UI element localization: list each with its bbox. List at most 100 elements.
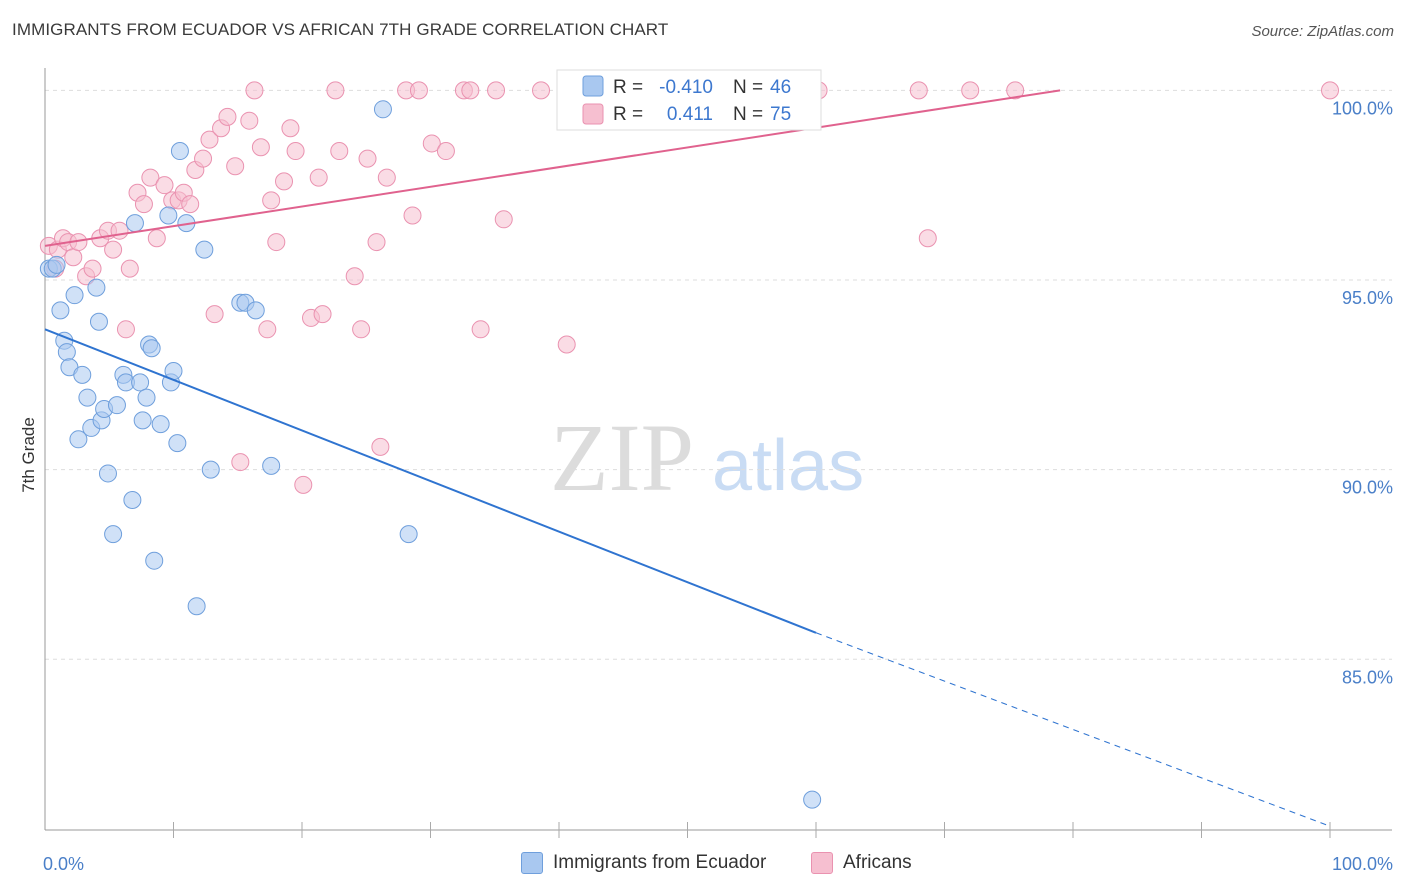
ecuador-point	[98, 464, 117, 483]
legend-r-label-blue: R =	[613, 77, 643, 98]
africans-point	[294, 475, 313, 494]
axes	[44, 68, 1392, 831]
legend-swatch-pink	[582, 103, 604, 125]
ecuador-point	[262, 456, 281, 475]
africans-point	[557, 335, 576, 354]
africans-point	[134, 195, 153, 214]
africans-point	[181, 195, 200, 214]
africans-point	[116, 320, 135, 339]
y-tick-label: 95.0%	[1342, 288, 1393, 308]
africans-point	[226, 157, 245, 176]
africans-point	[147, 229, 166, 248]
africans-point	[918, 229, 937, 248]
x-axis-ticks	[173, 822, 1331, 838]
ecuador-point	[170, 142, 189, 161]
legend-n-label-blue: N =	[733, 77, 763, 98]
correlation-legend: R = -0.410 N = 46 R = 0.411 N = 75	[556, 69, 822, 131]
legend-r-value-blue: -0.410	[659, 77, 713, 98]
y-tick-label: 85.0%	[1342, 667, 1393, 687]
africans-point	[436, 142, 455, 161]
africans-point	[345, 267, 364, 286]
ecuador-point	[73, 365, 92, 384]
africans-point	[267, 233, 286, 252]
legend-item-africans[interactable]: Africans	[811, 852, 912, 874]
y-axis-title: 7th Grade	[19, 417, 38, 493]
ecuador-trend-extension	[815, 632, 1331, 827]
ecuador-point	[65, 286, 84, 305]
africans-point	[422, 134, 441, 153]
x-tick-labels: 0.0% 100.0%	[43, 854, 1393, 874]
africans-point	[377, 168, 396, 187]
ecuador-point	[187, 597, 206, 616]
legend-r-value-pink: 0.411	[667, 104, 713, 125]
y-tick-label: 100.0%	[1332, 98, 1393, 118]
y-tick-labels: 85.0% 90.0% 95.0% 100.0%	[1332, 98, 1393, 687]
africans-point	[371, 437, 390, 456]
chart-title: IMMIGRANTS FROM ECUADOR VS AFRICAN 7TH G…	[12, 20, 669, 39]
ecuador-point	[104, 525, 123, 544]
ecuador-point	[131, 373, 150, 392]
africans-point	[309, 168, 328, 187]
africans-point	[532, 81, 551, 100]
ecuador-point	[373, 100, 392, 119]
africans-point	[487, 81, 506, 100]
africans-point	[83, 259, 102, 278]
africans-point	[326, 81, 345, 100]
legend-swatch-africans	[811, 852, 833, 874]
africans-point	[110, 221, 129, 240]
legend-n-value-pink: 75	[770, 104, 791, 125]
ecuador-point	[151, 415, 170, 434]
ecuador-point	[195, 240, 214, 259]
africans-point	[155, 176, 174, 195]
africans-point	[262, 191, 281, 210]
africans-point	[245, 81, 264, 100]
africans-point	[205, 305, 224, 324]
africans-point	[64, 248, 83, 267]
watermark-zip: ZIP	[550, 404, 694, 511]
africans-point	[461, 81, 480, 100]
ecuador-point	[89, 312, 108, 331]
ecuador-point	[69, 430, 88, 449]
africans-point	[231, 453, 250, 472]
africans-point	[358, 149, 377, 168]
ecuador-point	[137, 388, 156, 407]
legend-n-label-pink: N =	[733, 104, 763, 125]
ecuador-point	[123, 491, 142, 509]
africans-point	[194, 149, 213, 168]
x-tick-label: 0.0%	[43, 854, 84, 874]
ecuador-point	[125, 214, 144, 233]
africans-point	[494, 210, 513, 229]
ecuador-point	[51, 301, 70, 320]
legend-item-ecuador[interactable]: Immigrants from Ecuador	[521, 852, 766, 874]
legend-label-africans: Africans	[843, 852, 912, 873]
africans-point	[251, 138, 270, 157]
africans-point	[286, 142, 305, 161]
gridlines	[45, 89, 1392, 660]
ecuador-point	[142, 339, 161, 358]
africans-point	[275, 172, 294, 191]
africans-point	[1006, 81, 1025, 100]
ecuador-point	[133, 411, 152, 430]
africans-point	[403, 206, 422, 225]
legend-label-ecuador: Immigrants from Ecuador	[553, 852, 767, 873]
legend-r-label-pink: R =	[613, 104, 643, 125]
africans-point	[240, 111, 259, 130]
africans-point	[330, 142, 349, 161]
africans-point	[104, 240, 123, 259]
africans-point	[409, 81, 428, 100]
ecuador-point	[145, 551, 164, 570]
africans-point	[141, 168, 160, 187]
ecuador-trend-line	[44, 328, 817, 634]
ecuador-point	[78, 388, 97, 407]
legend-swatch-blue	[582, 75, 604, 97]
ecuador-series	[39, 100, 822, 809]
trend-lines	[44, 89, 1331, 827]
ecuador-point	[159, 206, 178, 225]
africans-point	[471, 320, 490, 339]
bottom-legend: Immigrants from Ecuador Africans	[0, 852, 1406, 878]
y-tick-label: 90.0%	[1342, 478, 1393, 498]
africans-point	[200, 130, 219, 149]
africans-point	[281, 119, 300, 138]
ecuador-point	[201, 460, 220, 479]
